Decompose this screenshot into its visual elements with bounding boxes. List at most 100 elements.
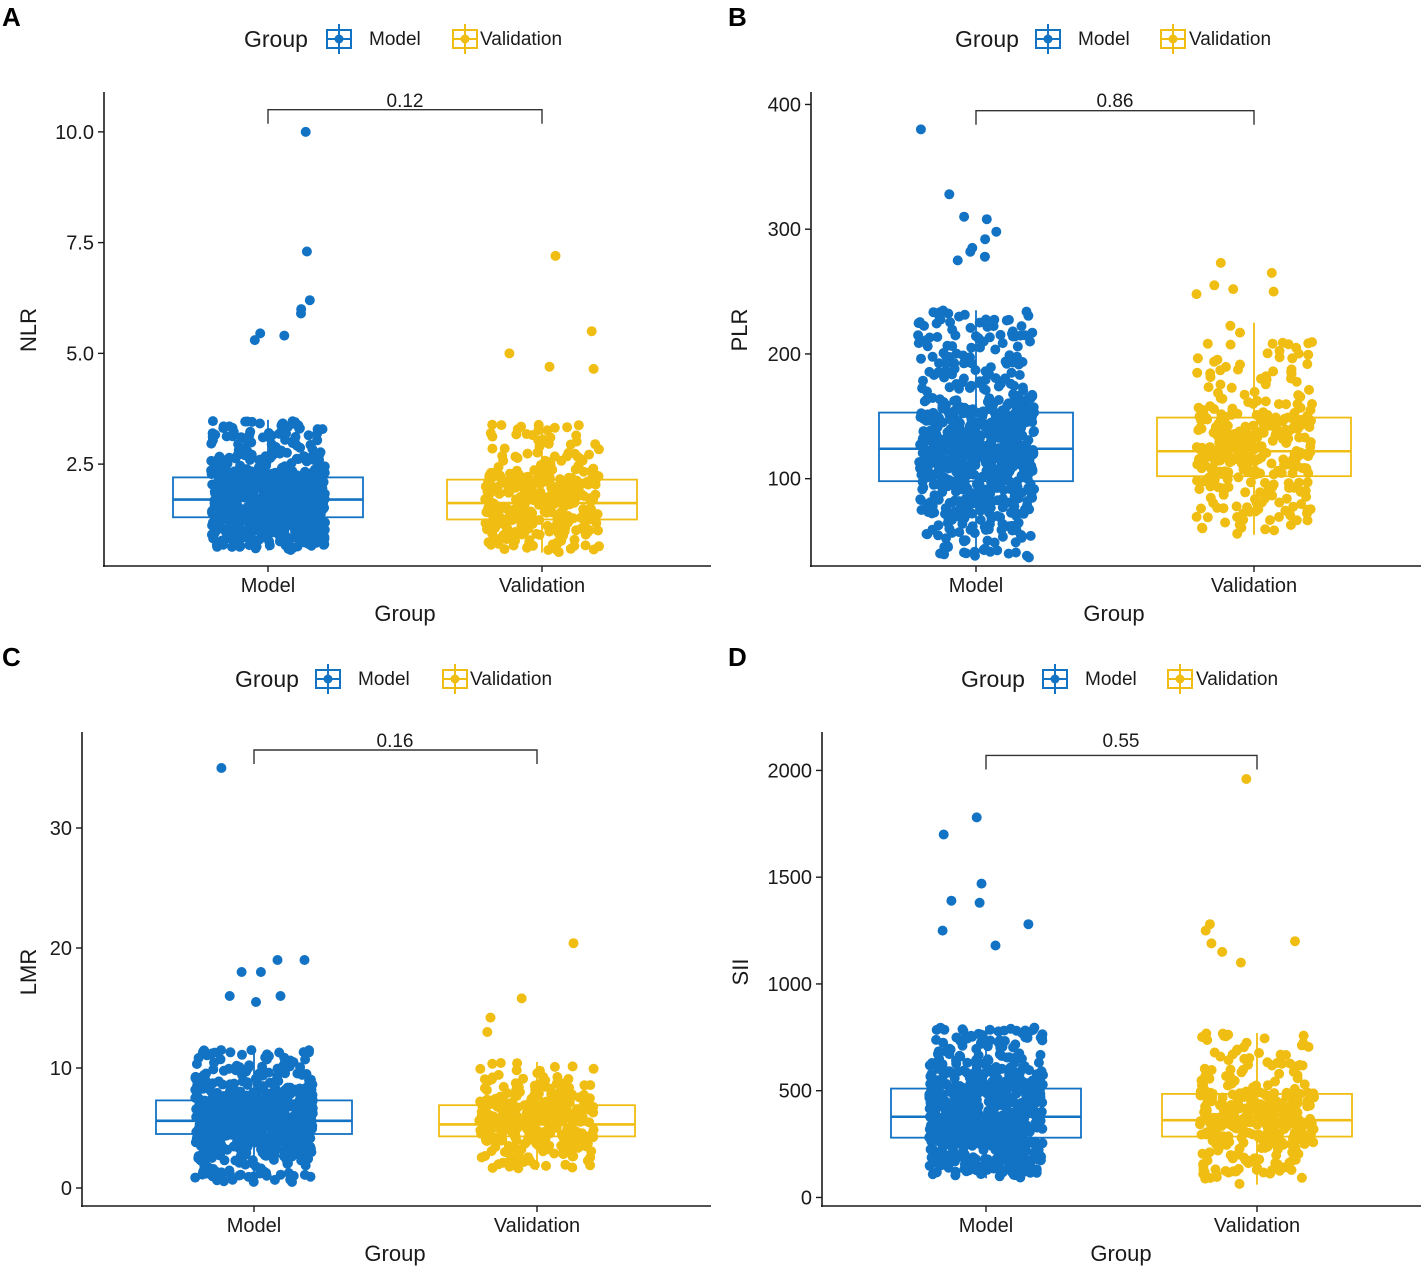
points-validation-d xyxy=(1195,774,1319,1189)
data-point-validation-d xyxy=(1308,1137,1319,1148)
outlier-point-validation-b xyxy=(1191,289,1202,300)
data-point-validation-a xyxy=(527,508,538,518)
data-point-model-c xyxy=(303,1140,314,1151)
data-point-validation-b xyxy=(1235,327,1245,338)
data-point-model-b xyxy=(959,450,970,461)
data-point-model-b xyxy=(966,414,977,425)
data-point-model-b xyxy=(1029,426,1039,437)
data-point-model-a xyxy=(242,502,253,512)
y-tick-label-c-3: 30 xyxy=(50,818,72,840)
data-point-model-d xyxy=(955,1051,966,1062)
data-point-validation-a xyxy=(558,530,569,541)
data-point-validation-a xyxy=(537,434,548,445)
data-point-model-a xyxy=(206,438,217,449)
data-point-validation-d xyxy=(1212,1145,1223,1156)
x-axis-title-b: Group xyxy=(1083,601,1144,626)
data-point-validation-a xyxy=(545,432,556,443)
data-point-model-c xyxy=(234,1086,245,1097)
data-point-validation-d xyxy=(1274,1068,1285,1079)
data-point-validation-c xyxy=(549,1061,560,1072)
data-point-validation-b xyxy=(1226,382,1237,393)
data-point-model-a xyxy=(254,525,265,536)
data-point-model-a xyxy=(269,527,280,538)
data-point-model-c xyxy=(263,1067,274,1078)
legend-a: Group Model Validation xyxy=(244,24,562,54)
data-point-model-c xyxy=(242,1077,253,1088)
data-point-model-b xyxy=(930,451,941,462)
data-point-model-c xyxy=(237,1049,247,1060)
data-point-model-a xyxy=(210,488,220,498)
data-point-validation-a xyxy=(563,489,574,499)
data-point-model-d xyxy=(1016,1133,1027,1144)
data-point-model-b xyxy=(946,415,957,426)
data-point-validation-c xyxy=(495,1124,505,1135)
data-point-model-d xyxy=(1002,1082,1013,1093)
data-point-model-c xyxy=(198,1129,209,1140)
data-point-validation-a xyxy=(483,489,494,500)
outlier-point-model-b xyxy=(979,251,990,262)
data-point-validation-b xyxy=(1304,422,1315,432)
legend-title-c: Group xyxy=(235,666,299,692)
data-point-validation-b xyxy=(1288,412,1299,423)
data-point-model-b xyxy=(966,342,977,353)
outlier-point-model-a xyxy=(304,295,315,306)
data-point-model-c xyxy=(246,1117,257,1128)
data-point-validation-a xyxy=(513,477,524,488)
data-point-validation-d xyxy=(1288,1066,1299,1077)
data-point-model-b xyxy=(997,502,1008,513)
data-point-model-b xyxy=(975,342,985,353)
data-point-model-a xyxy=(312,516,323,526)
data-point-validation-b xyxy=(1232,451,1243,462)
y-tick-label-b-3: 400 xyxy=(768,94,801,116)
data-point-validation-b xyxy=(1235,359,1245,370)
data-point-model-a xyxy=(241,464,252,475)
p-value-c: 0.16 xyxy=(377,731,414,752)
data-point-model-c xyxy=(210,1093,221,1103)
data-point-model-b xyxy=(917,383,928,394)
data-point-model-b xyxy=(975,505,986,516)
bracket-line-d xyxy=(985,754,1258,770)
data-point-model-b xyxy=(940,508,950,519)
data-point-validation-c xyxy=(546,1089,557,1100)
data-point-model-a xyxy=(300,505,311,515)
x-tick-label-model-b: Model xyxy=(949,575,1003,597)
data-point-validation-b xyxy=(1249,386,1260,397)
data-point-validation-d xyxy=(1248,1082,1259,1093)
data-point-model-b xyxy=(998,415,1009,426)
data-point-model-b xyxy=(986,471,997,482)
data-point-model-c xyxy=(191,1104,202,1115)
data-point-model-b xyxy=(932,332,943,342)
legend-title-d: Group xyxy=(961,666,1025,692)
data-point-validation-a xyxy=(543,545,554,555)
data-point-model-b xyxy=(1012,341,1023,352)
data-point-validation-c xyxy=(507,1127,518,1138)
data-point-model-b xyxy=(992,511,1003,521)
data-point-validation-d xyxy=(1220,1166,1231,1176)
data-point-validation-d xyxy=(1281,1050,1291,1060)
data-point-model-d xyxy=(958,1098,969,1109)
data-point-model-c xyxy=(209,1047,220,1058)
data-point-model-d xyxy=(931,1024,942,1035)
data-point-validation-a xyxy=(504,487,515,498)
outlier-point-model-b xyxy=(952,255,963,266)
data-point-validation-b xyxy=(1227,403,1238,414)
data-point-model-a xyxy=(218,539,229,550)
data-point-validation-b xyxy=(1260,524,1271,535)
data-point-validation-c xyxy=(567,1061,578,1072)
data-point-validation-c xyxy=(475,1125,486,1136)
data-point-model-b xyxy=(947,341,958,352)
data-point-model-b xyxy=(959,513,970,524)
data-point-model-a xyxy=(207,416,218,427)
data-point-validation-a xyxy=(492,481,503,492)
data-point-model-c xyxy=(225,1047,236,1058)
data-point-model-c xyxy=(208,1142,219,1153)
data-point-model-d xyxy=(1031,1164,1042,1175)
data-point-model-b xyxy=(959,402,970,413)
data-point-validation-b xyxy=(1252,395,1263,406)
data-point-validation-b xyxy=(1258,407,1269,418)
outlier-point-model-c xyxy=(255,967,266,977)
data-point-model-b xyxy=(1014,370,1025,380)
outlier-point-validation-b xyxy=(1215,257,1226,268)
data-point-validation-a xyxy=(549,451,560,462)
data-point-model-d xyxy=(938,1037,949,1048)
